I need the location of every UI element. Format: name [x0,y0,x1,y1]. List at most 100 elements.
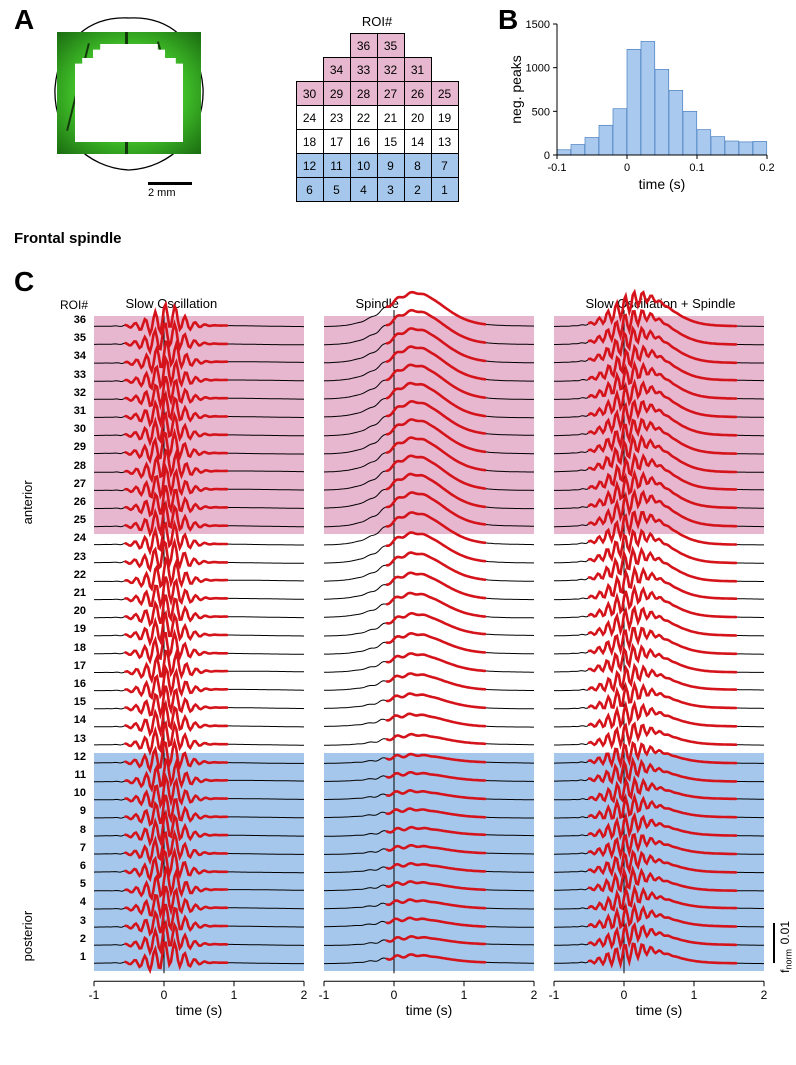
roi-num-2: 2 [64,933,86,945]
roi-num-27: 27 [64,478,86,490]
fnorm-unit: fnorm [778,949,793,973]
roi-num-30: 30 [64,423,86,435]
svg-text:0: 0 [621,988,628,1002]
column-title-2: Slow Oscillation + Spindle [586,296,736,311]
roi-cell-36: 36 [350,34,377,58]
svg-text:-1: -1 [319,988,330,1002]
panel-c-wrap: ROI#anteriorposteriorSlow Oscillation-10… [14,280,784,1060]
roi-cell-20: 20 [404,106,431,130]
roi-cell-35: 35 [377,34,404,58]
trace-svg-2: -1012time (s) [554,316,764,1013]
roi-cell-25: 25 [431,82,458,106]
roi-table: 3635343332313029282726252423222120191817… [296,33,459,202]
anterior-label: anterior [20,326,35,524]
roi-cell-11: 11 [323,154,350,178]
svg-text:0.1: 0.1 [689,162,704,174]
roi-num-34: 34 [64,350,86,362]
roi-num-5: 5 [64,878,86,890]
roi-num-14: 14 [64,714,86,726]
column-title-0: Slow Oscillation [126,296,218,311]
roi-num-25: 25 [64,514,86,526]
scale-bar [148,182,192,185]
roi-cell-30: 30 [296,82,323,106]
svg-text:500: 500 [532,106,550,118]
roi-cell-31: 31 [404,58,431,82]
roi-num-31: 31 [64,405,86,417]
roi-cell-5: 5 [323,178,350,202]
svg-text:1000: 1000 [526,63,550,75]
roi-num-21: 21 [64,587,86,599]
roi-cell-14: 14 [404,130,431,154]
roi-cell-34: 34 [323,58,350,82]
roi-table-title: ROI# [290,14,464,29]
svg-text:0: 0 [544,150,550,162]
svg-text:-0.1: -0.1 [548,162,567,174]
roi-header: ROI# [60,298,88,312]
roi-num-18: 18 [64,642,86,654]
roi-num-7: 7 [64,842,86,854]
brain-image-wrap [45,18,213,168]
roi-cell-12: 12 [296,154,323,178]
roi-num-19: 19 [64,623,86,635]
roi-num-26: 26 [64,496,86,508]
roi-num-32: 32 [64,387,86,399]
roi-num-12: 12 [64,751,86,763]
roi-cell-29: 29 [323,82,350,106]
roi-cell-21: 21 [377,106,404,130]
svg-text:2: 2 [761,988,768,1002]
roi-cell-19: 19 [431,106,458,130]
svg-text:2: 2 [301,988,308,1002]
svg-text:-1: -1 [549,988,560,1002]
roi-cell-18: 18 [296,130,323,154]
svg-text:time (s): time (s) [176,1002,223,1018]
roi-cell-7: 7 [431,154,458,178]
roi-cell-16: 16 [350,130,377,154]
trace-svg-0: -1012time (s) [94,316,304,1013]
roi-cell-26: 26 [404,82,431,106]
roi-num-13: 13 [64,733,86,745]
roi-num-22: 22 [64,569,86,581]
svg-text:time (s): time (s) [639,176,686,192]
histogram-svg: 050010001500-0.100.10.2time (s)neg. peak… [505,18,775,193]
roi-cell-10: 10 [350,154,377,178]
svg-text:0.2: 0.2 [759,162,774,174]
roi-cell-3: 3 [377,178,404,202]
roi-num-8: 8 [64,824,86,836]
roi-cell-28: 28 [350,82,377,106]
roi-num-16: 16 [64,678,86,690]
svg-text:1500: 1500 [526,19,550,31]
roi-num-20: 20 [64,605,86,617]
panel-a-label: A [14,4,34,36]
roi-cell-9: 9 [377,154,404,178]
svg-text:time (s): time (s) [636,1002,683,1018]
roi-num-10: 10 [64,787,86,799]
roi-cell-32: 32 [377,58,404,82]
svg-text:0: 0 [391,988,398,1002]
roi-cell-17: 17 [323,130,350,154]
svg-text:0: 0 [161,988,168,1002]
roi-cell-6: 6 [296,178,323,202]
histogram-panel: 050010001500-0.100.10.2time (s)neg. peak… [505,18,775,193]
roi-cell-15: 15 [377,130,404,154]
roi-cell-4: 4 [350,178,377,202]
roi-num-15: 15 [64,696,86,708]
roi-num-23: 23 [64,551,86,563]
roi-cell-8: 8 [404,154,431,178]
svg-text:1: 1 [461,988,468,1002]
roi-cell-23: 23 [323,106,350,130]
svg-text:-1: -1 [89,988,100,1002]
roi-cell-2: 2 [404,178,431,202]
section-title: Frontal spindle [14,230,122,247]
roi-cell-33: 33 [350,58,377,82]
posterior-label: posterior [20,763,35,961]
roi-num-33: 33 [64,369,86,381]
roi-num-35: 35 [64,332,86,344]
roi-cell-24: 24 [296,106,323,130]
fnorm-value: 0.01 [778,921,792,944]
roi-num-1: 1 [64,951,86,963]
roi-num-36: 36 [64,314,86,326]
roi-cell-13: 13 [431,130,458,154]
scale-bar-label: 2 mm [148,187,176,199]
roi-num-24: 24 [64,532,86,544]
roi-num-29: 29 [64,441,86,453]
